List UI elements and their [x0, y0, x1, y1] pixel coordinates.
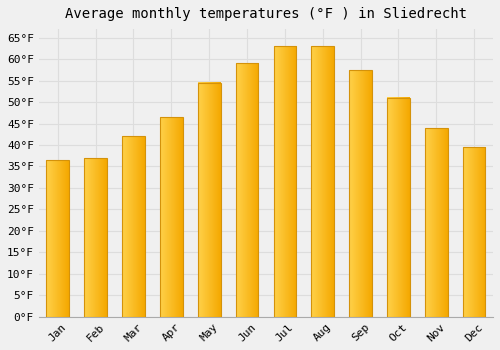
Title: Average monthly temperatures (°F ) in Sliedrecht: Average monthly temperatures (°F ) in Sl…: [65, 7, 467, 21]
